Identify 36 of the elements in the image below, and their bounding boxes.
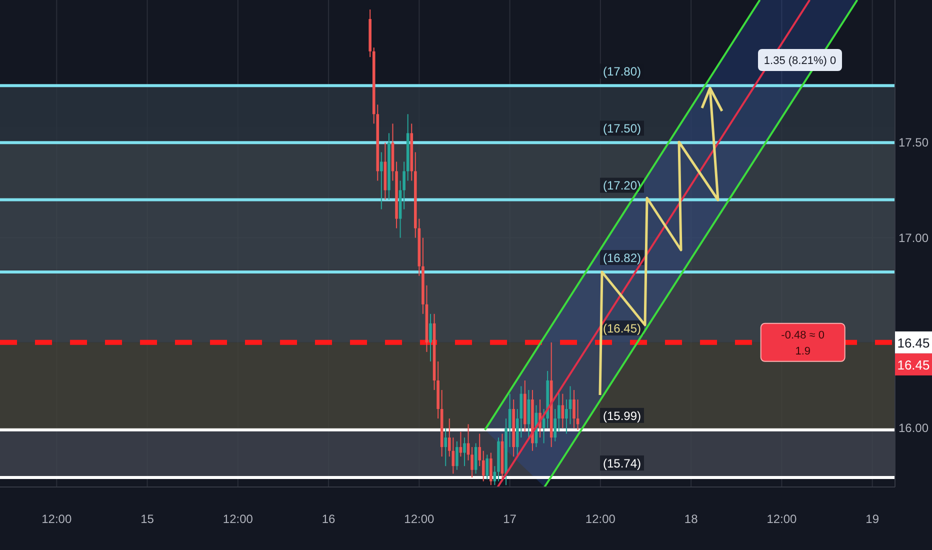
- annotation: 1.35 (8.21%) 0: [764, 55, 836, 67]
- candlestick: [463, 437, 466, 467]
- candlestick: [380, 152, 383, 210]
- candlestick: [572, 389, 576, 429]
- candlestick: [478, 433, 481, 467]
- text: 16.45: [897, 357, 930, 372]
- x-tick-label: 19: [866, 512, 880, 526]
- ref-line-label: (15.99): [602, 408, 642, 423]
- ref-line-label: (15.74): [602, 456, 642, 470]
- annotation: 16.45: [897, 335, 930, 350]
- x-tick-label: 17: [503, 512, 517, 526]
- x-tick-label: 16: [322, 512, 336, 526]
- ref-line-label: (16.82): [602, 251, 642, 266]
- ref-line-label: (17.80): [602, 64, 642, 79]
- y-tick-label: 16.00: [898, 421, 929, 436]
- ref-line-label: (17.50): [602, 122, 642, 136]
- candlestick: [444, 428, 448, 467]
- x-tick-label: 12:00: [42, 512, 72, 526]
- candlestick: [554, 408, 557, 442]
- x-tick-label: 18: [684, 512, 698, 526]
- annotation: -0.48 ≈ 0 1.9: [781, 329, 825, 358]
- x-tick-label: 12:00: [404, 512, 435, 526]
- y-tick-label: 17.00: [898, 230, 929, 245]
- candlestick: [482, 450, 485, 482]
- candlestick: [456, 440, 458, 470]
- ref-line-label: (16.45): [602, 321, 642, 336]
- candlestick: [459, 431, 462, 458]
- candlestick: [561, 393, 564, 429]
- candlestick: [474, 442, 478, 474]
- x-tick-label: 12:00: [222, 512, 254, 526]
- y-tick-label: 17.50: [898, 136, 929, 150]
- candlestick: [490, 452, 492, 486]
- x-tick-label: 12:00: [766, 512, 798, 526]
- x-tick-label: 12:00: [585, 512, 616, 526]
- candlestick: [429, 313, 432, 362]
- x-tick-label: 15: [140, 512, 154, 526]
